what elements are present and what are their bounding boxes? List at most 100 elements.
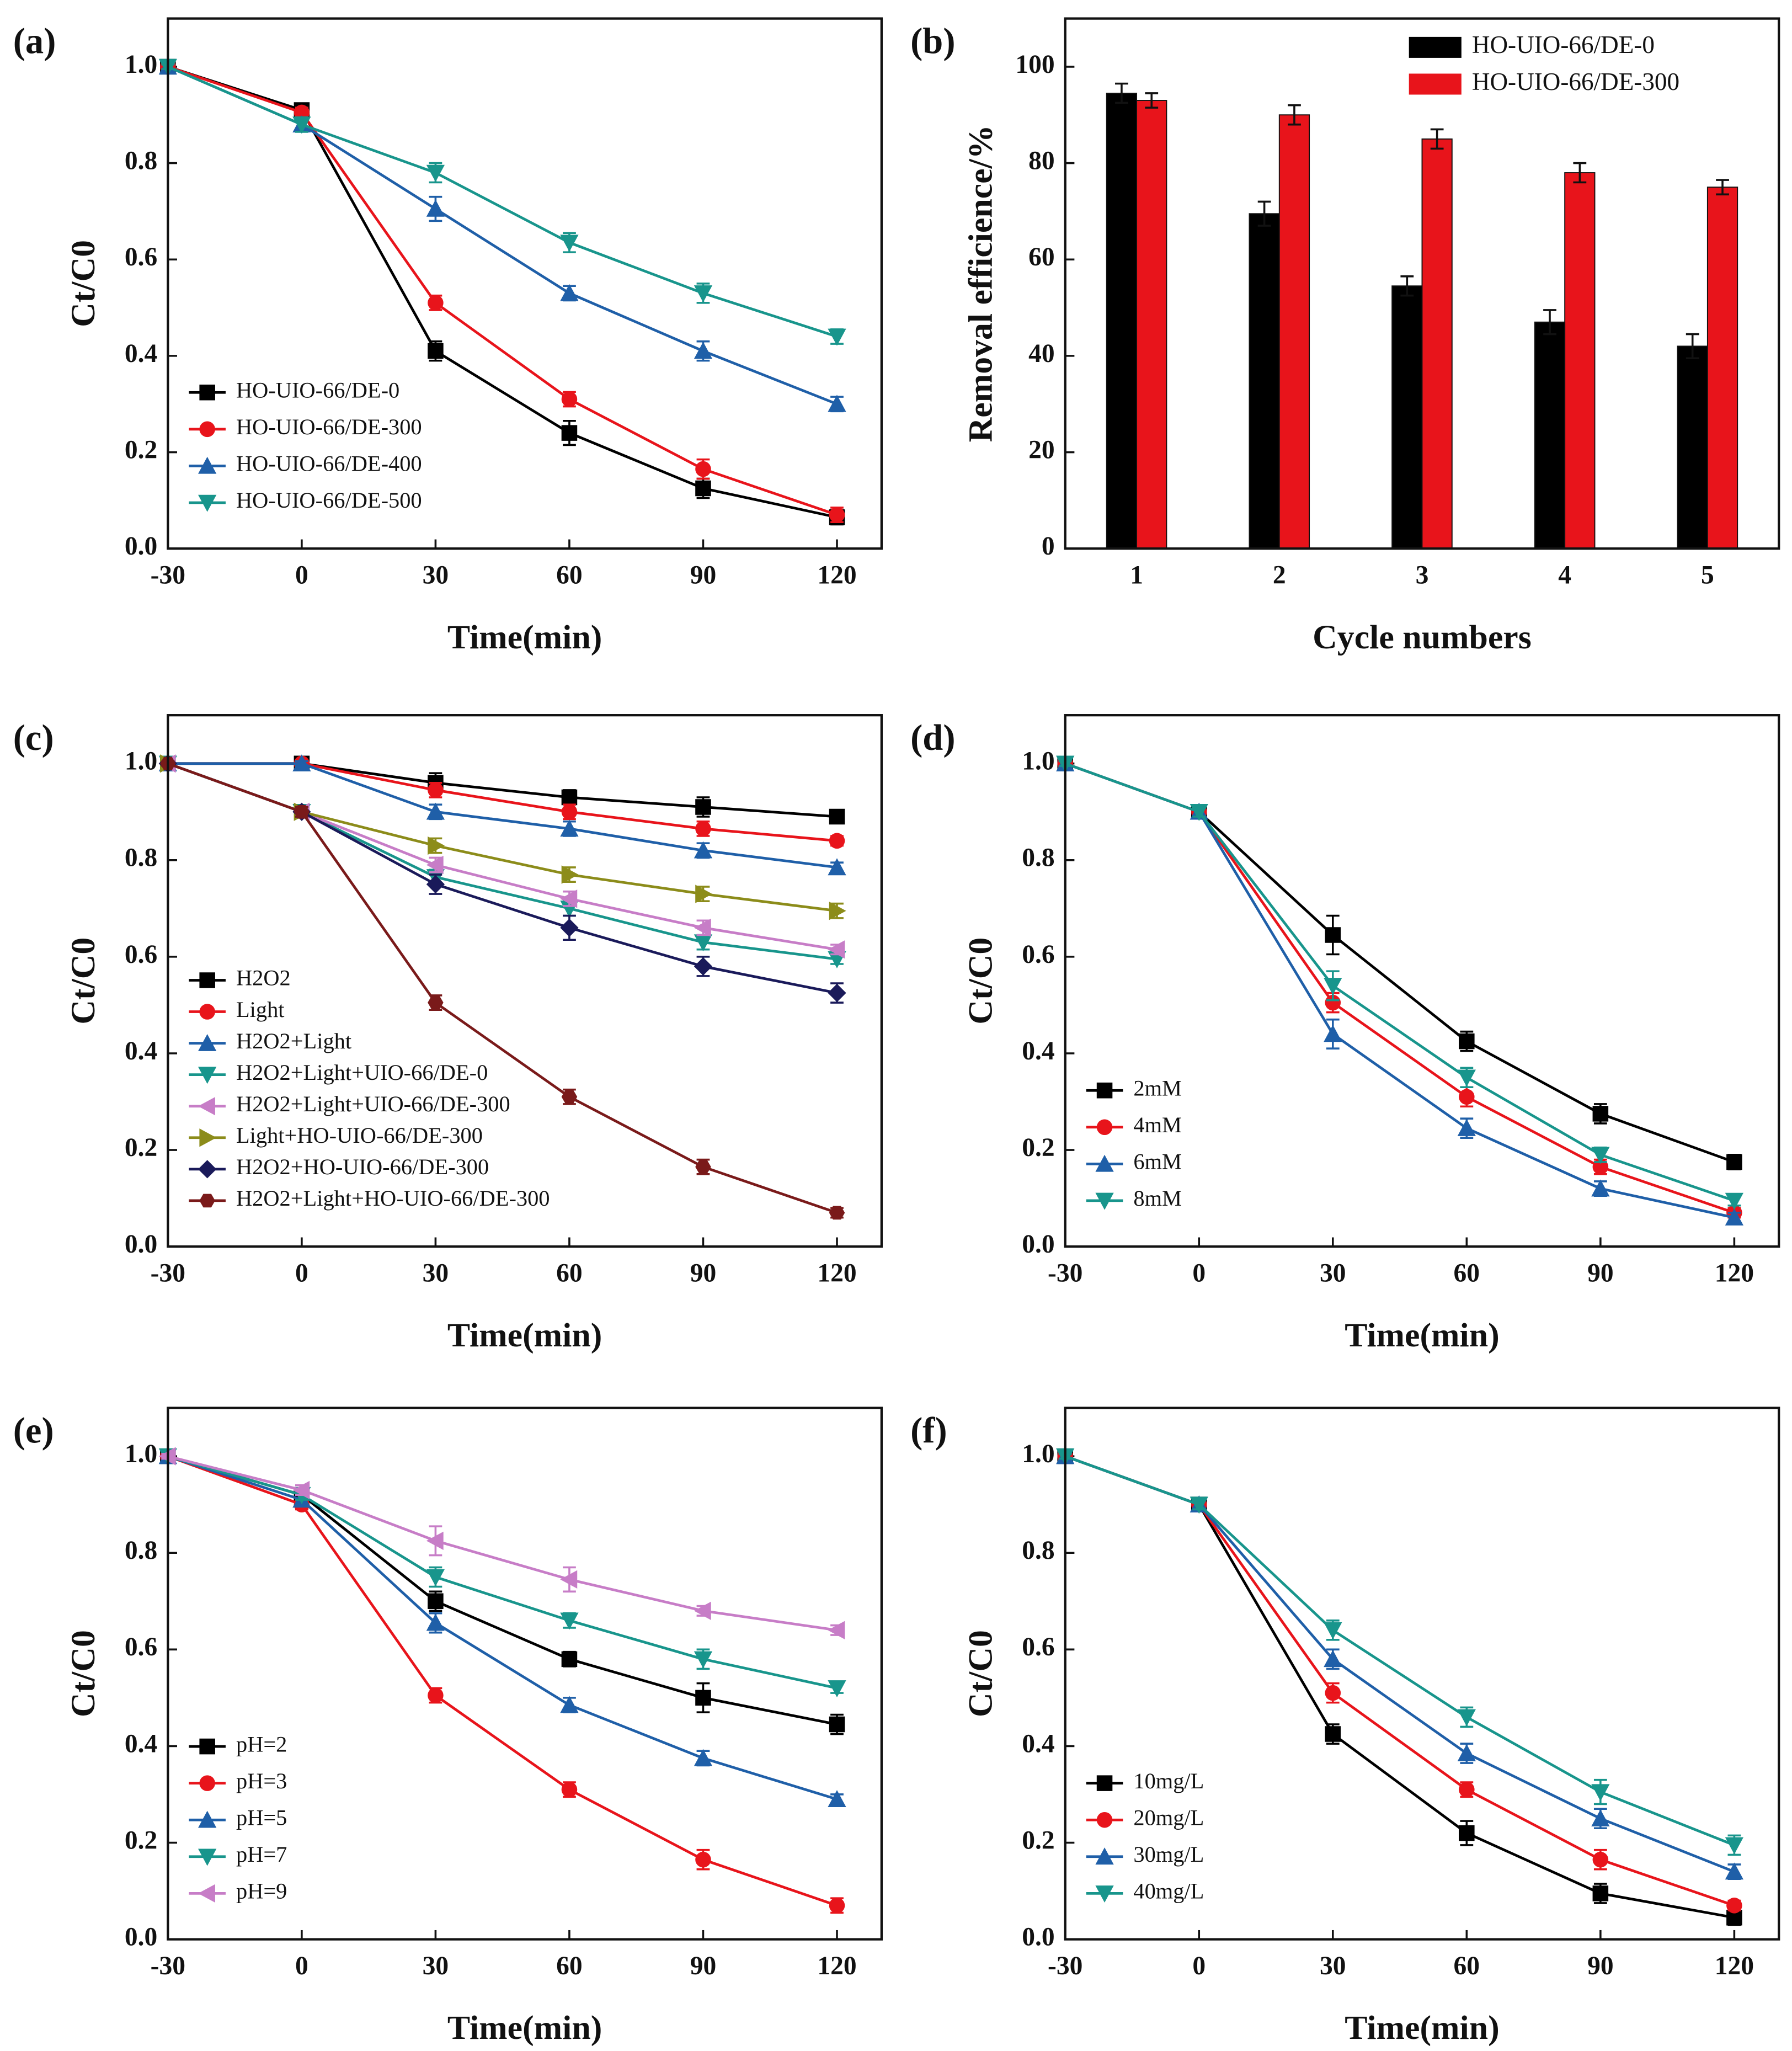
marker [426, 164, 445, 182]
marker [1591, 1179, 1610, 1197]
bar [1706, 187, 1738, 550]
marker [560, 284, 579, 301]
legend-marker [198, 456, 217, 474]
marker [561, 789, 578, 806]
series-line [167, 1455, 838, 1632]
x-tick-label: 120 [817, 561, 856, 589]
bar [1534, 321, 1566, 550]
panel-label: (d) [910, 718, 955, 758]
x-tick-label: 120 [1715, 1952, 1754, 1980]
marker [1459, 1033, 1475, 1050]
marker [292, 116, 311, 134]
x-tick-label: -30 [151, 561, 185, 589]
legend-label: pH=2 [236, 1732, 287, 1756]
marker [694, 841, 713, 859]
marker [428, 343, 444, 359]
legend-label: H2O2+Light [236, 1029, 351, 1053]
y-tick-label: 0.0 [125, 1923, 157, 1952]
series-line [167, 762, 838, 951]
y-tick-label: 60 [1028, 243, 1055, 271]
marker [695, 885, 713, 903]
legend-label: H2O2+Light+HO-UIO-66/DE-300 [236, 1186, 550, 1211]
error-bar [1543, 309, 1556, 335]
series-line [167, 762, 838, 913]
panel: (d) Time(min) Ct/C0 0.0 0.2 0.4 0.6 0.8 1.0 -30 0 3… [910, 714, 1780, 1354]
y-tick-label: 20 [1028, 435, 1055, 464]
marker [695, 1160, 711, 1174]
legend-marker [1095, 1192, 1114, 1210]
x-tick-label: 90 [690, 1259, 717, 1287]
series-line [167, 65, 838, 406]
marker [1190, 1496, 1208, 1514]
legend-label: pH=7 [236, 1842, 287, 1867]
marker [1725, 1208, 1744, 1226]
legend-marker [1095, 1154, 1114, 1172]
legend-label: pH=9 [236, 1879, 287, 1904]
x-tick-label: 0 [295, 1259, 308, 1287]
x-tick-label: -30 [151, 1259, 185, 1287]
error-bar [1400, 275, 1414, 297]
marker [695, 461, 711, 477]
marker [694, 1749, 713, 1766]
panel: (e) Time(min) Ct/C0 0.0 0.2 0.4 0.6 0.8 1.0 -30 0 3… [13, 1407, 883, 2047]
marker [695, 1690, 711, 1706]
legend-swatch [1409, 36, 1462, 58]
x-tick-label: 30 [423, 1259, 449, 1287]
legend-marker [199, 1004, 215, 1020]
marker [829, 808, 845, 825]
marker [829, 1206, 845, 1220]
y-tick-label: 0.8 [1022, 1536, 1054, 1565]
y-tick-label: 0.4 [1022, 1037, 1054, 1066]
y-axis-title: Ct/C0 [65, 1630, 102, 1717]
legend-marker [198, 494, 217, 512]
x-axis-title: Time(min) [1345, 2009, 1499, 2047]
panel: (a) Time(min) Ct/C0 0.0 0.2 0.4 0.6 0.8 1.0 -30 0 3… [13, 17, 883, 656]
legend-label: Light [236, 997, 285, 1022]
y-tick-label: 100 [1015, 50, 1054, 79]
bar [1106, 92, 1138, 550]
y-tick-label: 0.0 [1022, 1230, 1054, 1259]
marker [428, 836, 445, 855]
legend-label: 2mM [1133, 1075, 1182, 1100]
marker [1457, 1069, 1476, 1087]
x-tick-label: 0 [295, 561, 308, 589]
x-tick-label: 2 [1273, 561, 1286, 589]
marker [426, 855, 444, 875]
series-line [1064, 1455, 1735, 1847]
x-tick-label: 60 [556, 1952, 583, 1980]
legend-marker [199, 1194, 215, 1208]
marker [1726, 1898, 1742, 1914]
marker [560, 819, 579, 837]
y-tick-label: 0.6 [125, 1633, 157, 1661]
bar [1564, 172, 1596, 550]
marker [828, 940, 845, 959]
x-tick-label: 1 [1130, 561, 1143, 589]
plot-frame [167, 17, 883, 550]
bar [1421, 138, 1453, 550]
marker [561, 391, 578, 407]
y-tick-label: 0.8 [125, 1536, 157, 1565]
series-line [168, 762, 838, 818]
x-tick-label: 30 [423, 1952, 449, 1980]
legend-marker [1096, 1082, 1113, 1099]
bar [1391, 285, 1423, 550]
x-axis-title: Time(min) [447, 2009, 602, 2047]
legend-label: 10mg/L [1133, 1768, 1204, 1793]
series-line [167, 1455, 838, 1801]
marker [561, 1090, 578, 1104]
legend-label: HO-UIO-66/DE-300 [1472, 68, 1679, 95]
x-tick-label: 60 [1454, 1259, 1480, 1287]
legend-label: HO-UIO-66/DE-400 [236, 451, 422, 476]
marker [1592, 1106, 1609, 1122]
marker [1591, 1784, 1610, 1802]
legend-label: pH=3 [236, 1768, 287, 1793]
marker [828, 1680, 846, 1698]
x-axis-title: Time(min) [1345, 1317, 1499, 1354]
marker [428, 295, 444, 311]
x-tick-label: 120 [1715, 1259, 1754, 1287]
marker [561, 1651, 578, 1668]
marker [561, 425, 578, 441]
marker [828, 858, 846, 876]
x-tick-label: 90 [1587, 1259, 1614, 1287]
y-tick-label: 0.6 [125, 243, 157, 271]
